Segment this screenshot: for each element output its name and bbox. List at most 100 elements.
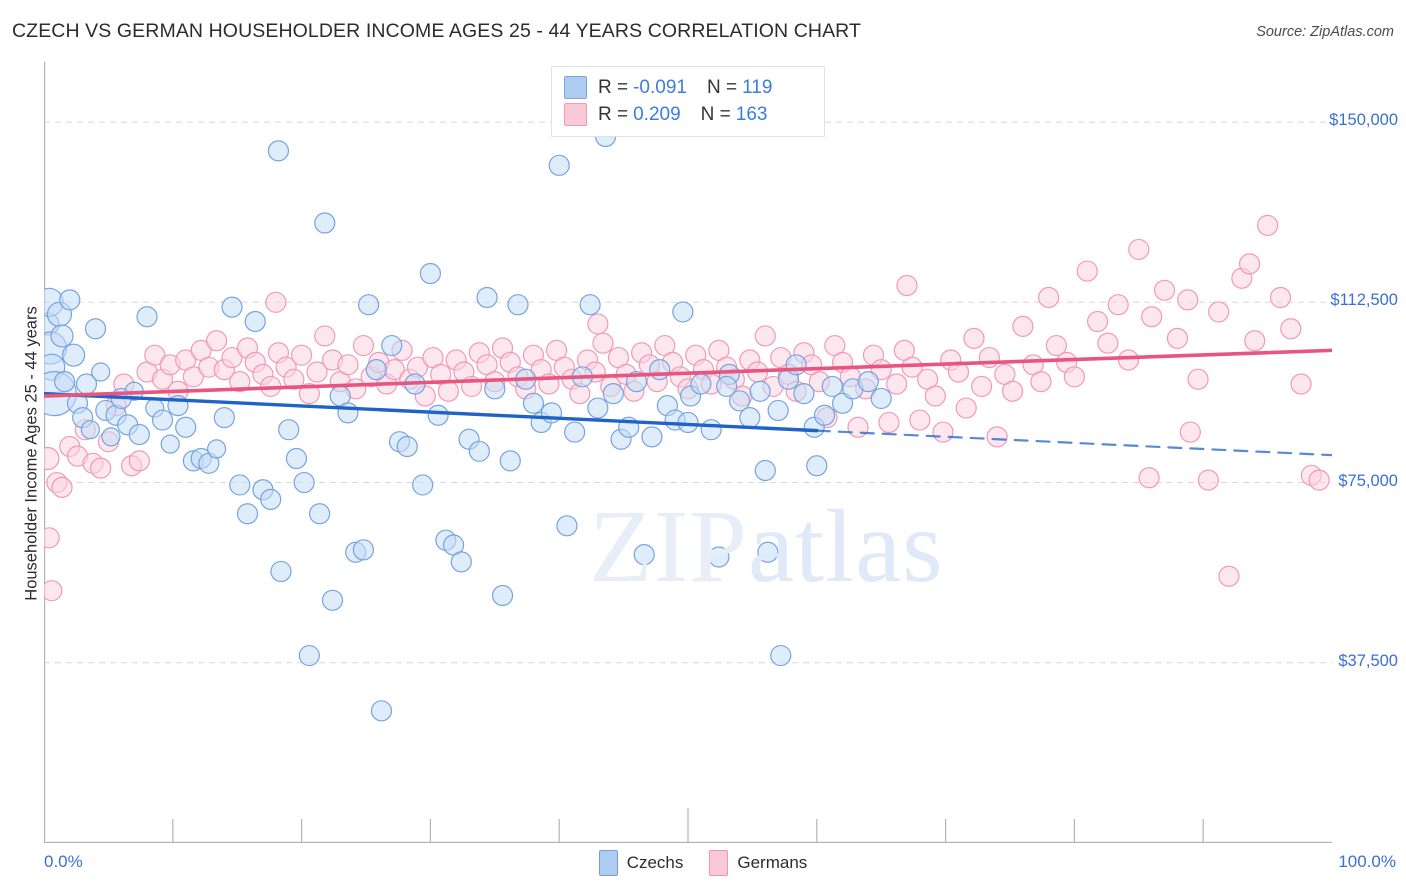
data-point: [352, 334, 375, 357]
czechs-legend-label: Czechs: [626, 853, 684, 872]
data-point: [476, 286, 498, 309]
trendline-czechs: [44, 391, 819, 433]
data-point: [1086, 310, 1109, 333]
czechs-n-value: 119: [742, 76, 773, 98]
data-point: [556, 515, 578, 537]
data-point: [641, 426, 663, 448]
data-point: [1179, 421, 1201, 443]
data-point: [321, 589, 344, 611]
data-point: [298, 383, 320, 405]
data-point: [59, 289, 81, 311]
data-point: [229, 371, 251, 393]
data-point: [986, 426, 1008, 448]
data-point: [857, 371, 879, 393]
data-point: [136, 306, 158, 328]
germans-r-label: R =: [598, 103, 629, 125]
data-point: [91, 362, 111, 382]
data-point: [1244, 330, 1266, 352]
data-point: [831, 392, 854, 414]
germans-r-value: 0.209: [633, 103, 681, 125]
data-point: [878, 411, 900, 434]
data-point: [419, 262, 441, 285]
data-point: [1117, 349, 1140, 371]
data-point: [306, 361, 328, 383]
y-tick-label-75000: $75,000: [1338, 471, 1398, 490]
data-point: [1177, 289, 1199, 311]
y-tick-label-112500: $112,500: [1330, 291, 1398, 310]
data-point: [587, 313, 609, 335]
data-point: [785, 354, 807, 376]
data-point: [221, 346, 243, 369]
data-point: [932, 421, 954, 443]
data-point: [1308, 469, 1330, 491]
data-point: [128, 423, 150, 446]
data-point: [602, 383, 624, 405]
data-point: [821, 375, 843, 398]
stats-row-germans: R = 0.209 N = 163: [564, 101, 814, 128]
scatter-svg: [44, 62, 1332, 843]
data-point: [1166, 327, 1189, 349]
data-point: [427, 404, 449, 426]
data-point: [357, 294, 380, 316]
y-tick-label-150000: $150,000: [1329, 111, 1398, 130]
data-point: [690, 373, 712, 395]
series-points-germans: [44, 214, 1330, 602]
data-point: [1045, 334, 1067, 357]
data-point: [754, 459, 776, 482]
data-point: [564, 421, 586, 443]
germans-legend-label: Germans: [737, 853, 808, 872]
data-point: [1012, 315, 1034, 337]
data-point: [291, 344, 313, 366]
data-point: [1197, 469, 1219, 491]
series-points-czechs: [44, 125, 892, 722]
data-point: [298, 644, 320, 667]
x-tick-label-min: 0.0%: [44, 852, 83, 871]
czechs-n-label: N =: [706, 76, 738, 98]
data-point: [1153, 279, 1176, 301]
data-point: [206, 439, 227, 459]
data-point: [749, 380, 771, 402]
data-point: [221, 296, 243, 318]
data-point: [84, 318, 107, 340]
data-point: [468, 440, 490, 462]
data-point: [633, 544, 655, 566]
data-point: [1218, 565, 1240, 587]
data-point: [128, 450, 150, 472]
data-point: [1001, 380, 1024, 402]
data-point: [1290, 373, 1312, 395]
data-point: [278, 419, 300, 441]
data-point: [847, 416, 869, 438]
data-point: [270, 560, 292, 583]
data-point: [813, 404, 836, 426]
data-point: [649, 358, 671, 381]
data-point: [54, 371, 76, 393]
data-point: [144, 344, 166, 366]
data-point: [708, 546, 730, 568]
data-point: [1128, 238, 1150, 261]
data-point: [381, 334, 403, 357]
data-point: [314, 325, 336, 347]
data-point: [1269, 286, 1292, 309]
legend-item-germans[interactable]: Germans: [709, 850, 807, 876]
data-point: [337, 402, 359, 424]
czechs-r-value: -0.091: [633, 76, 687, 98]
data-point: [767, 399, 789, 422]
stats-legend: R = -0.091 N = 119 R = 0.209 N = 163: [551, 66, 825, 137]
legend-item-czechs[interactable]: Czechs: [598, 850, 684, 876]
data-point: [50, 324, 74, 348]
data-point: [754, 325, 776, 347]
data-point: [870, 387, 892, 410]
data-point: [716, 375, 738, 398]
stats-row-czechs: R = -0.091 N = 119: [564, 74, 814, 101]
data-point: [51, 476, 73, 498]
page-title: CZECH VS GERMAN HOUSEHOLDER INCOME AGES …: [12, 20, 862, 42]
y-tick-label-37500: $37,500: [1338, 651, 1398, 670]
data-point: [337, 354, 359, 376]
trendline-germans: [44, 348, 1332, 398]
data-point: [886, 373, 908, 395]
data-point: [806, 455, 828, 477]
data-point: [1141, 306, 1163, 328]
data-point: [80, 420, 100, 440]
data-point: [1030, 371, 1052, 393]
